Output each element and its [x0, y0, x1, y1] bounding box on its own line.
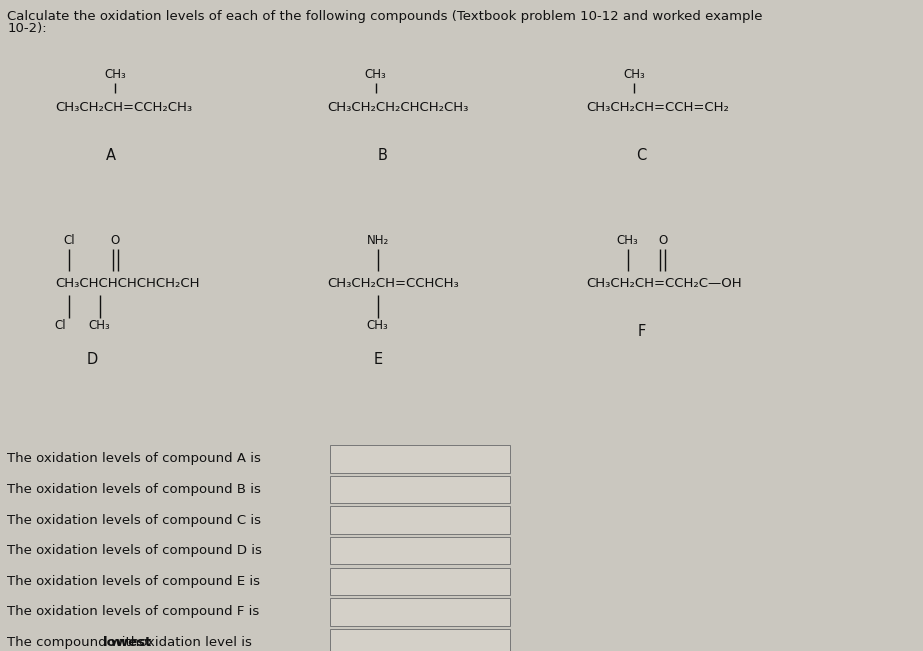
Text: CH₃: CH₃	[623, 68, 645, 81]
Bar	[330, 445, 510, 473]
Text: CH₃CH₂CH=CCH=CH₂: CH₃CH₂CH=CCH=CH₂	[586, 101, 729, 114]
Text: 10-2):: 10-2):	[7, 22, 47, 35]
Text: Cl: Cl	[64, 234, 75, 247]
Text: The oxidation levels of compound A is: The oxidation levels of compound A is	[7, 452, 261, 465]
Text: The compound with: The compound with	[7, 636, 144, 649]
Text: The oxidation levels of compound F is: The oxidation levels of compound F is	[7, 605, 259, 618]
Text: Cl: Cl	[54, 319, 66, 332]
Text: CH₃: CH₃	[89, 319, 111, 332]
Text: CH₃CHCHCHCHCH₂CH: CH₃CHCHCHCHCH₂CH	[55, 277, 200, 290]
Text: O: O	[658, 234, 667, 247]
Text: The oxidation levels of compound D is: The oxidation levels of compound D is	[7, 544, 262, 557]
Text: F: F	[638, 324, 645, 339]
Text: C: C	[636, 148, 647, 163]
Text: B: B	[378, 148, 388, 163]
Text: The oxidation levels of compound E is: The oxidation levels of compound E is	[7, 575, 260, 588]
Text: E: E	[374, 352, 383, 367]
Text: A: A	[106, 148, 115, 163]
Bar	[330, 629, 510, 651]
Bar	[330, 506, 510, 534]
Text: NH₂: NH₂	[366, 234, 389, 247]
Text: The oxidation levels of compound B is: The oxidation levels of compound B is	[7, 483, 261, 496]
Text: D: D	[87, 352, 98, 367]
Bar	[330, 598, 510, 626]
Text: CH₃: CH₃	[366, 319, 389, 332]
Bar	[330, 568, 510, 595]
Text: CH₃CH₂CH=CCH₂CH₃: CH₃CH₂CH=CCH₂CH₃	[55, 101, 193, 114]
Text: CH₃: CH₃	[365, 68, 387, 81]
Text: oxidation level is: oxidation level is	[135, 636, 252, 649]
Text: CH₃CH₂CH=CCH₂C—OH: CH₃CH₂CH=CCH₂C—OH	[586, 277, 742, 290]
Text: The oxidation levels of compound C is: The oxidation levels of compound C is	[7, 514, 261, 527]
Text: Calculate the oxidation levels of each of the following compounds (Textbook prob: Calculate the oxidation levels of each o…	[7, 10, 763, 23]
Text: O: O	[111, 234, 120, 247]
Text: lowest: lowest	[102, 636, 152, 649]
Bar	[330, 537, 510, 564]
Bar	[330, 476, 510, 503]
Text: CH₃: CH₃	[104, 68, 126, 81]
Text: CH₃CH₂CH₂CHCH₂CH₃: CH₃CH₂CH₂CHCH₂CH₃	[328, 101, 469, 114]
Text: CH₃: CH₃	[617, 234, 639, 247]
Text: CH₃CH₂CH=CCHCH₃: CH₃CH₂CH=CCHCH₃	[328, 277, 460, 290]
